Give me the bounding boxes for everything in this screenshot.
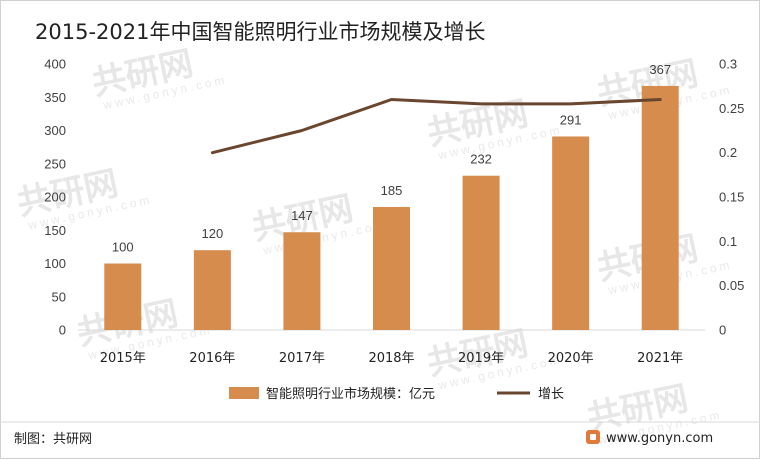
growth-line-series	[210, 98, 662, 155]
left-axis-tick-label: 250	[44, 156, 66, 171]
right-axis-tick-label: 0	[719, 323, 726, 338]
left-axis-tick-label: 150	[44, 223, 66, 238]
left-axis-tick-label: 400	[44, 57, 66, 72]
bar-data-label: 185	[381, 183, 403, 198]
right-axis-tick-label: 0.3	[719, 57, 737, 72]
legend-bar-swatch	[229, 387, 259, 399]
bar-series	[104, 85, 679, 330]
bar	[104, 263, 142, 330]
legend-line-label: 增长	[538, 387, 564, 402]
left-axis-tick-label: 0	[59, 323, 66, 338]
bar-data-label: 120	[202, 226, 224, 241]
x-axis-category-label: 2015年	[100, 351, 146, 366]
x-axis-category-label: 2021年	[637, 351, 683, 366]
legend: 智能照明行业市场规模：亿元 增长	[229, 386, 564, 402]
right-axis-tick-label: 0.2	[719, 145, 737, 160]
bar-data-label: 147	[291, 208, 313, 223]
footer-source: 制图：共研网	[14, 432, 92, 447]
bar-data-label: 291	[560, 112, 582, 127]
right-axis-tick-label: 0.05	[719, 278, 744, 293]
x-axis-category-label: 2016年	[189, 351, 235, 366]
bar-data-label: 100	[112, 240, 134, 255]
footer-website: www.gonyn.com	[606, 431, 713, 446]
x-axis-categories: 2015年 2016年 2017年 2018年 2019年 2020年 2021年	[100, 351, 684, 366]
x-axis-category-label: 2017年	[279, 351, 325, 366]
footer-logo: www.gonyn.com	[586, 430, 713, 446]
growth-line	[210, 98, 662, 155]
bar	[462, 175, 500, 330]
bar	[373, 206, 410, 330]
x-axis-category-label: 2020年	[548, 351, 594, 366]
data-labels: 100 120 147 185 232 291 367	[112, 62, 671, 255]
x-axis-category-label: 2019年	[458, 351, 504, 366]
bar-data-label: 232	[470, 152, 492, 167]
left-axis: 0 50 100 150 200 250 300 350 400	[44, 57, 66, 338]
legend-bar-label: 智能照明行业市场规模：亿元	[266, 386, 435, 402]
bar	[552, 136, 590, 330]
bar	[641, 85, 679, 330]
left-axis-tick-label: 300	[44, 123, 66, 138]
right-axis-tick-label: 0.25	[719, 101, 744, 116]
bar-data-label: 367	[649, 62, 671, 77]
left-axis-tick-label: 100	[44, 256, 66, 271]
logo-icon-inner	[590, 434, 596, 440]
bar	[283, 232, 321, 330]
right-axis-tick-label: 0.15	[719, 190, 744, 205]
right-axis: 0 0.05 0.1 0.15 0.2 0.25 0.3	[719, 57, 744, 338]
right-axis-tick-label: 0.1	[719, 234, 737, 249]
left-axis-tick-label: 50	[52, 289, 66, 304]
bar	[193, 250, 231, 330]
x-axis-category-label: 2018年	[368, 351, 414, 366]
chart-title: 2015-2021年中国智能照明行业市场规模及增长	[35, 20, 485, 44]
left-axis-tick-label: 350	[44, 90, 66, 105]
left-axis-tick-label: 200	[44, 190, 66, 205]
